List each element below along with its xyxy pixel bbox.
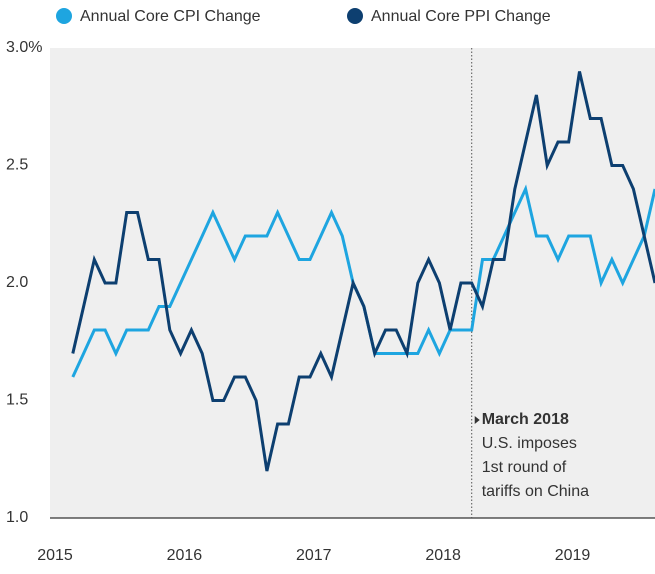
legend-marker xyxy=(56,8,72,24)
y-tick-label: 1.0 xyxy=(6,509,28,526)
annotation-title: March 2018 xyxy=(482,411,569,428)
series-line xyxy=(71,71,655,472)
x-tick-label: 2015 xyxy=(37,547,73,564)
x-tick-label: 2016 xyxy=(167,547,203,564)
x-tick-label: 2019 xyxy=(555,547,591,564)
annotation-text: U.S. imposes xyxy=(482,435,577,452)
annotation-text: 1st round of xyxy=(482,459,567,476)
x-tick-label: 2017 xyxy=(296,547,332,564)
y-tick-label: 1.5 xyxy=(6,392,28,409)
y-tick-label: 2.5 xyxy=(6,157,28,174)
x-tick-label: 2018 xyxy=(425,547,461,564)
legend-label: Annual Core PPI Change xyxy=(371,8,551,25)
annotation-text: tariffs on China xyxy=(482,483,589,500)
legend-marker xyxy=(347,8,363,24)
y-tick-label: 2.0 xyxy=(6,274,28,291)
y-tick-label: 3.0% xyxy=(6,39,42,56)
legend-label: Annual Core CPI Change xyxy=(80,8,261,25)
annotation-arrow xyxy=(474,416,480,424)
